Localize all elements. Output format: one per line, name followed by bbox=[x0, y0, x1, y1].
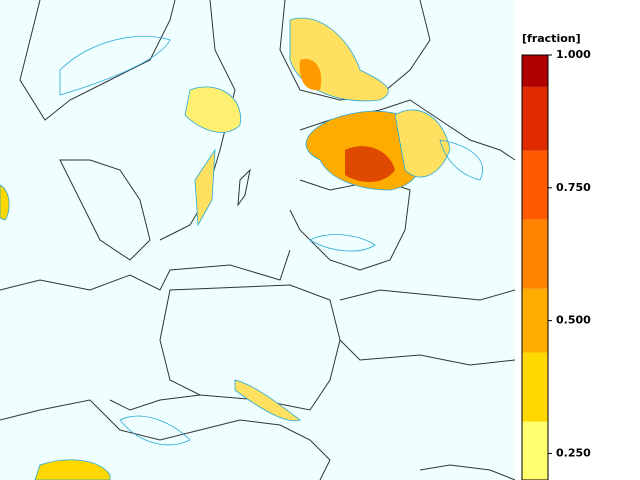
colorbar-tick-label: 0.500 bbox=[556, 314, 591, 327]
colorbar-segment bbox=[522, 55, 548, 87]
map-background bbox=[0, 0, 515, 480]
fraction-patches bbox=[0, 17, 483, 480]
coastlines-borders bbox=[0, 0, 516, 480]
colorbar-label: [fraction] bbox=[522, 32, 581, 45]
colorbar-tick-label: 1.000 bbox=[556, 48, 591, 61]
colorbar-segment bbox=[522, 352, 548, 422]
map bbox=[0, 0, 516, 480]
colorbar-tick-label: 0.750 bbox=[556, 181, 591, 194]
colorbar-segment bbox=[522, 150, 548, 220]
colorbar-tick-label: 0.250 bbox=[556, 446, 591, 459]
colorbar-segment bbox=[522, 219, 548, 289]
colorbar-segment bbox=[522, 288, 548, 353]
colorbar-segment bbox=[522, 86, 548, 151]
colorbar: 1.000 0.750 0.500 0.250 bbox=[521, 48, 591, 480]
colorbar-frame bbox=[521, 54, 549, 480]
colorbar-segment bbox=[522, 421, 548, 480]
